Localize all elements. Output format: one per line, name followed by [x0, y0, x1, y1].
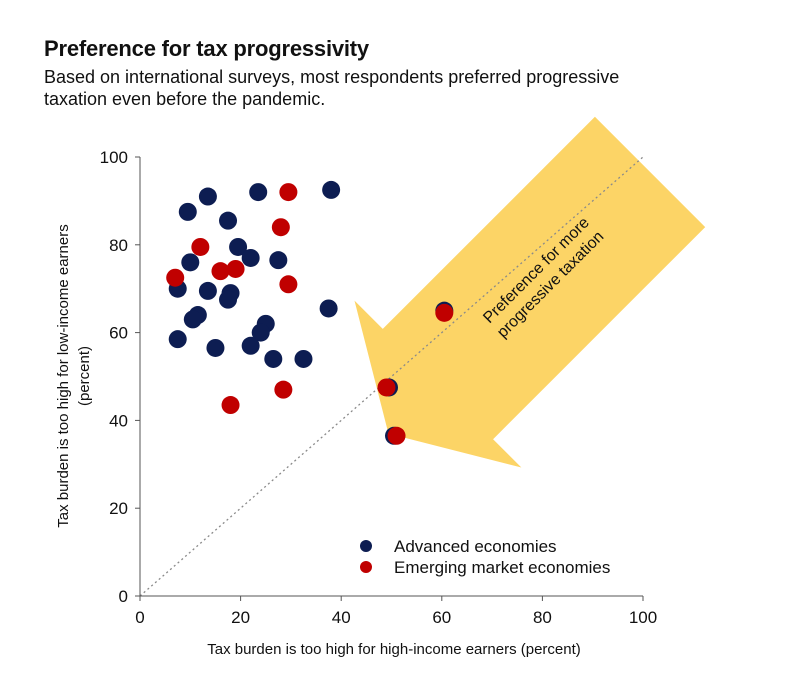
x-tick-label: 80 [533, 608, 552, 627]
data-point-advanced [168, 330, 187, 349]
data-point-emerging [387, 426, 406, 445]
legend-label-emerging: Emerging market economies [394, 558, 610, 577]
data-point-emerging [271, 218, 290, 237]
progressivity-arrow: Preference for more progressive taxation [354, 116, 706, 468]
y-tick-label: 20 [109, 499, 128, 518]
legend-marker-emerging [360, 561, 372, 573]
legend: Advanced economies Emerging market econo… [360, 537, 610, 577]
data-point-advanced [264, 349, 283, 368]
y-axis-label-line-2: (percent) [76, 346, 93, 406]
y-axis-label-line-1: Tax burden is too high for low-income ea… [55, 224, 72, 528]
data-point-emerging [279, 275, 298, 294]
arrow-shape [354, 116, 706, 468]
data-point-advanced [251, 323, 270, 342]
data-point-advanced [319, 299, 338, 318]
data-points [166, 180, 454, 445]
data-point-advanced [229, 237, 248, 256]
x-tick-label: 60 [432, 608, 451, 627]
data-point-advanced [322, 180, 341, 199]
chart-title: Preference for tax progressivity [44, 36, 369, 61]
data-point-advanced [294, 349, 313, 368]
data-point-emerging [221, 396, 240, 415]
data-point-advanced [219, 290, 238, 309]
legend-marker-advanced [360, 540, 372, 552]
data-point-advanced [269, 251, 288, 270]
legend-label-advanced: Advanced economies [394, 537, 557, 556]
data-point-emerging [435, 303, 454, 322]
data-point-advanced [249, 183, 268, 202]
data-point-advanced [183, 310, 202, 329]
data-point-emerging [166, 268, 185, 287]
data-point-advanced [241, 336, 260, 355]
data-point-emerging [211, 262, 230, 281]
y-tick-label: 80 [109, 236, 128, 255]
x-tick-label: 0 [135, 608, 144, 627]
x-tick-label: 20 [231, 608, 250, 627]
x-tick-label: 100 [629, 608, 657, 627]
y-tick-label: 40 [109, 411, 128, 430]
data-point-advanced [178, 202, 197, 221]
data-point-advanced [241, 248, 260, 267]
data-point-emerging [191, 237, 210, 256]
data-point-emerging [377, 378, 396, 397]
reference-line-45deg [139, 156, 644, 597]
x-axis-ticks: 0 20 40 60 80 100 [135, 596, 657, 627]
x-tick-label: 40 [332, 608, 351, 627]
y-tick-label: 0 [119, 587, 128, 606]
data-point-emerging [274, 380, 293, 399]
data-point-advanced [219, 211, 238, 230]
data-point-advanced [198, 187, 217, 206]
y-tick-label: 100 [100, 148, 128, 167]
chart-subtitle: Based on international surveys, most res… [44, 67, 620, 109]
data-point-advanced [181, 253, 200, 272]
y-tick-label: 60 [109, 324, 128, 343]
data-point-emerging [226, 259, 245, 278]
y-axis-ticks: 0 20 40 60 80 100 [100, 148, 140, 606]
data-point-advanced [206, 338, 225, 357]
x-axis-label: Tax burden is too high for high-income e… [207, 641, 581, 658]
data-point-emerging [279, 183, 298, 202]
data-point-advanced [198, 281, 217, 300]
